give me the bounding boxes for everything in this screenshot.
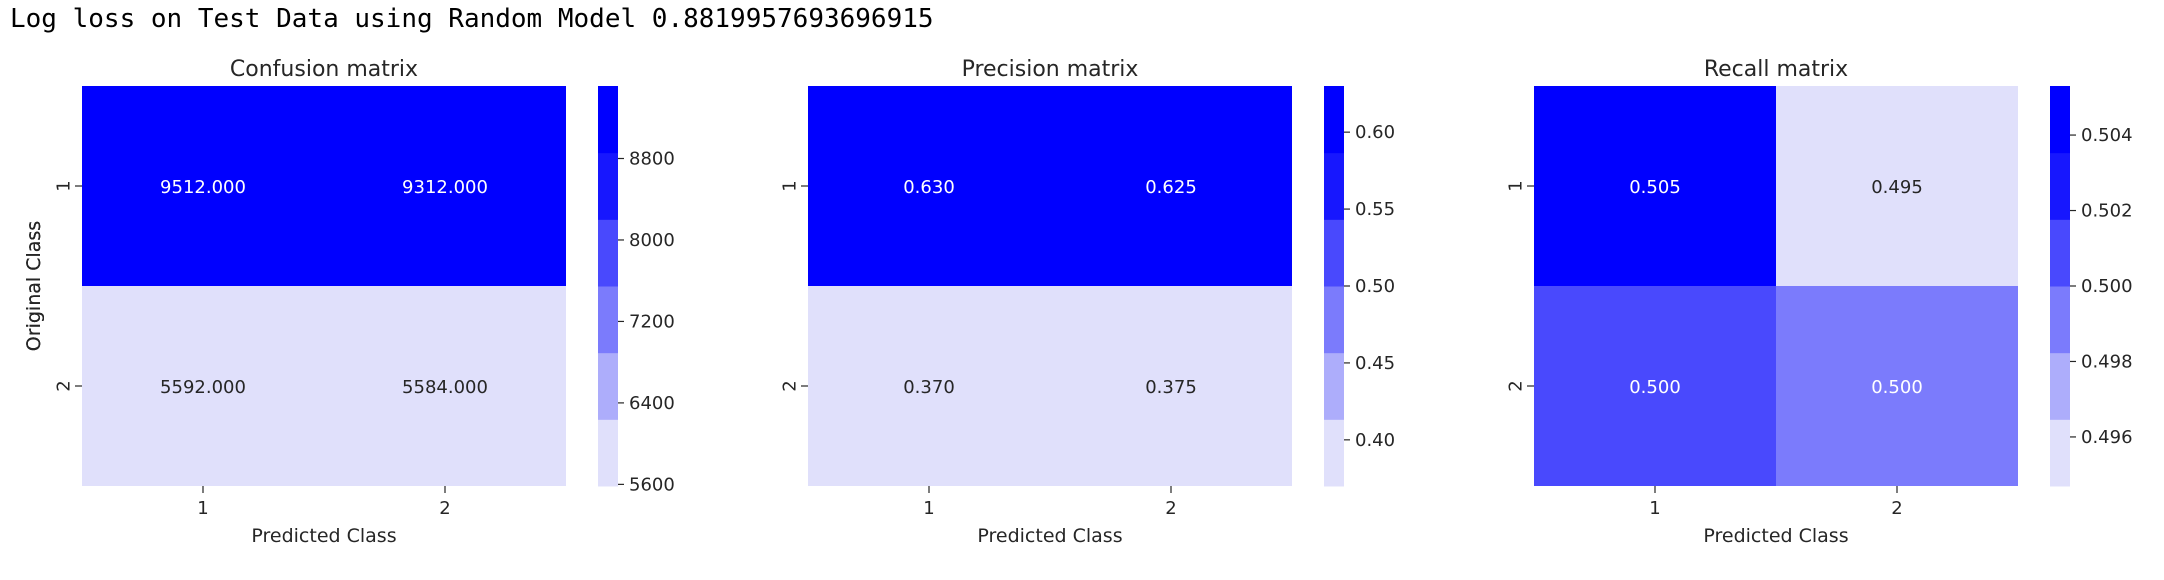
- x-tick-label: 1: [1649, 498, 1660, 519]
- colorbar-tick-label: 5600: [629, 474, 675, 495]
- cell-value-label: 0.495: [1871, 177, 1923, 198]
- y-tick-label: 2: [780, 380, 801, 391]
- y-tick-label: 1: [54, 180, 75, 191]
- chart-title: Recall matrix: [1704, 57, 1848, 82]
- colorbar-band: [598, 286, 618, 354]
- cell-value-label: 0.505: [1629, 177, 1681, 198]
- colorbar-tick-label: 0.40: [1355, 430, 1395, 451]
- colorbar-tick-label: 0.496: [2081, 427, 2133, 448]
- colorbar-band: [598, 219, 618, 287]
- heatmap-cell: [324, 286, 566, 486]
- cell-value-label: 0.500: [1629, 377, 1681, 398]
- colorbar-band: [598, 86, 618, 154]
- colorbar-band: [598, 352, 618, 420]
- colorbar-tick-label: 0.55: [1355, 199, 1395, 220]
- colorbar-tick-label: 0.45: [1355, 353, 1395, 374]
- y-tick-label: 1: [1506, 180, 1527, 191]
- colorbar-tick-label: 8800: [629, 149, 675, 170]
- colorbar-tick-label: 0.498: [2081, 351, 2133, 372]
- x-tick-label: 1: [923, 498, 934, 519]
- colorbar-band: [2050, 419, 2070, 487]
- heatmap-cell: [1050, 86, 1292, 286]
- x-tick-label: 2: [1165, 498, 1176, 519]
- heatmap-cell: [808, 286, 1050, 486]
- colorbar-band: [1324, 419, 1344, 487]
- colorbar-band: [1324, 219, 1344, 287]
- x-axis-label: Predicted Class: [1703, 525, 1848, 547]
- cell-value-label: 0.625: [1145, 177, 1197, 198]
- cell-value-label: 0.630: [903, 177, 955, 198]
- colorbar-tick-label: 7200: [629, 311, 675, 332]
- cell-value-label: 0.370: [903, 377, 955, 398]
- heatmap-cell: [82, 286, 324, 486]
- colorbar-band: [1324, 352, 1344, 420]
- x-axis-label: Predicted Class: [251, 525, 396, 547]
- colorbar-tick-label: 0.500: [2081, 276, 2133, 297]
- x-tick-label: 2: [439, 498, 450, 519]
- colorbar-band: [2050, 219, 2070, 287]
- colorbar-band: [2050, 152, 2070, 220]
- colorbar-tick-label: 8000: [629, 230, 675, 251]
- y-tick-label: 2: [54, 380, 75, 391]
- heatmap-cell: [1534, 86, 1776, 286]
- heatmap-cell: [1050, 286, 1292, 486]
- cell-value-label: 9312.000: [402, 177, 488, 198]
- cell-value-label: 0.375: [1145, 377, 1197, 398]
- cell-value-label: 5592.000: [160, 377, 246, 398]
- colorbar-band: [1324, 286, 1344, 354]
- x-tick-label: 2: [1891, 498, 1902, 519]
- colorbar-tick-label: 0.50: [1355, 276, 1395, 297]
- colorbar-band: [2050, 86, 2070, 154]
- colorbar-band: [598, 152, 618, 220]
- y-tick-label: 2: [1506, 380, 1527, 391]
- heatmap-cell: [1534, 286, 1776, 486]
- y-axis-label: Original Class: [23, 221, 45, 351]
- heatmap-cell: [324, 86, 566, 286]
- heatmap-cell: [82, 86, 324, 286]
- colorbar-tick-label: 6400: [629, 393, 675, 414]
- colorbar-band: [2050, 352, 2070, 420]
- cell-value-label: 0.500: [1871, 377, 1923, 398]
- cell-value-label: 9512.000: [160, 177, 246, 198]
- heatmap-cell: [1776, 286, 2018, 486]
- colorbar-band: [2050, 286, 2070, 354]
- colorbar-band: [1324, 86, 1344, 154]
- colorbar-band: [598, 419, 618, 487]
- y-tick-label: 1: [780, 180, 801, 191]
- colorbar-tick-label: 0.60: [1355, 122, 1395, 143]
- colorbar-tick-label: 0.504: [2081, 125, 2133, 146]
- x-tick-label: 1: [197, 498, 208, 519]
- heatmap-cell: [808, 86, 1050, 286]
- log-loss-output-text: Log loss on Test Data using Random Model…: [10, 4, 934, 34]
- y-axis-label: Original Class: [23, 221, 45, 351]
- y-axis-label: Original Class: [23, 221, 45, 351]
- colorbar-band: [1324, 152, 1344, 220]
- colorbar-tick-label: 0.502: [2081, 201, 2133, 222]
- chart-title: Precision matrix: [962, 57, 1139, 82]
- x-axis-label: Predicted Class: [977, 525, 1122, 547]
- chart-title: Confusion matrix: [230, 57, 418, 82]
- heatmap-cell: [1776, 86, 2018, 286]
- cell-value-label: 5584.000: [402, 377, 488, 398]
